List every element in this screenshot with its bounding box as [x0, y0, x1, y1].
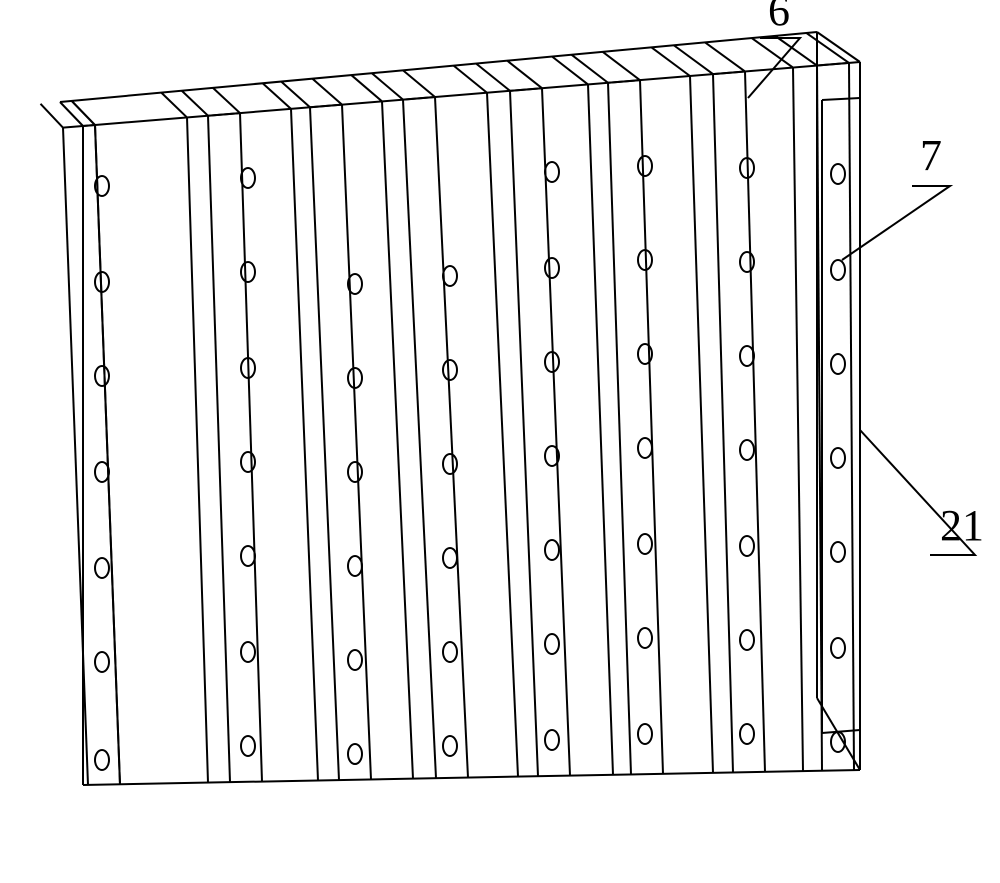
callout-label-7: 7 [920, 131, 942, 180]
leader-7 [842, 186, 950, 260]
hole [638, 156, 652, 176]
hole [95, 652, 109, 672]
hole [545, 540, 559, 560]
hole [740, 536, 754, 556]
hole [638, 438, 652, 458]
hole [740, 252, 754, 272]
hole [740, 346, 754, 366]
hole [443, 360, 457, 380]
hole [241, 452, 255, 472]
hole [545, 258, 559, 278]
hole [443, 266, 457, 286]
hole [831, 164, 845, 184]
hole [95, 558, 109, 578]
hole [241, 262, 255, 282]
hole [740, 440, 754, 460]
hole [443, 736, 457, 756]
hole [443, 642, 457, 662]
hole [443, 548, 457, 568]
hole [545, 730, 559, 750]
hole [638, 724, 652, 744]
hole [831, 354, 845, 374]
hole [545, 162, 559, 182]
hole [443, 454, 457, 474]
hole [831, 260, 845, 280]
hole [241, 546, 255, 566]
hole [241, 736, 255, 756]
hole [348, 556, 362, 576]
hole [545, 634, 559, 654]
hole [638, 534, 652, 554]
hole [95, 366, 109, 386]
hole [348, 462, 362, 482]
hole [831, 448, 845, 468]
hole [241, 642, 255, 662]
hole [95, 462, 109, 482]
holes [95, 156, 845, 770]
hole [831, 638, 845, 658]
callout-label-6: 6 [768, 0, 790, 35]
hole [348, 744, 362, 764]
hole [740, 724, 754, 744]
hole [95, 750, 109, 770]
hole [638, 628, 652, 648]
callout-label-21: 21 [940, 501, 984, 550]
hole [348, 650, 362, 670]
hole [740, 630, 754, 650]
hole [831, 542, 845, 562]
